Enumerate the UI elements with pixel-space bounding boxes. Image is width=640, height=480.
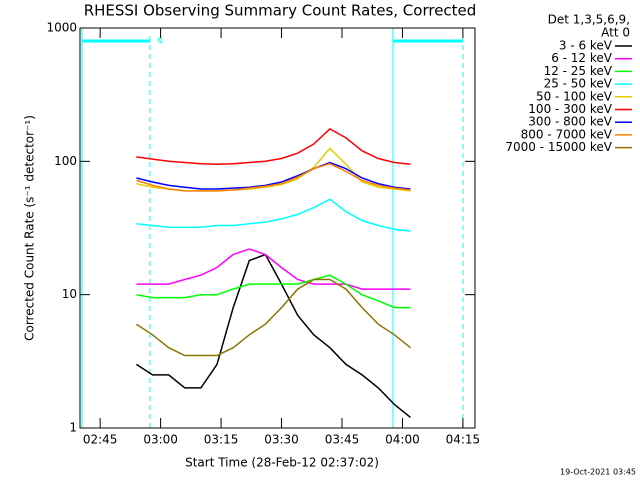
y-axis-label: Corrected Count Rate (s⁻¹ detector⁻¹) <box>23 115 37 341</box>
legend-label: 800 - 7000 keV <box>521 127 613 141</box>
legend-label: 25 - 50 keV <box>544 77 613 91</box>
legend-label: 3 - 6 keV <box>559 39 613 53</box>
series-line <box>136 198 411 232</box>
y-tick-label: 100 <box>54 154 77 168</box>
series-line <box>136 161 411 190</box>
indicators <box>81 28 464 428</box>
annotation: N <box>157 37 163 46</box>
x-tick-label: 03:45 <box>325 433 360 447</box>
x-tick-label: 02:45 <box>83 433 118 447</box>
legend-header: Att 0 <box>601 26 630 40</box>
legend-label: 100 - 300 keV <box>528 102 612 116</box>
series-line <box>136 162 411 192</box>
plot-frame <box>79 27 476 429</box>
legend-label: 6 - 12 keV <box>551 51 613 65</box>
series-line <box>136 127 411 166</box>
x-tick-label: 03:00 <box>143 433 178 447</box>
x-axis-label: Start Time (28-Feb-12 02:37:02) <box>185 456 379 470</box>
x-tick-label: 03:15 <box>204 433 239 447</box>
series-line <box>135 278 411 357</box>
y-tick-label: 1000 <box>46 21 77 35</box>
x-tick-label: 04:15 <box>446 433 481 447</box>
y-tick-label: 10 <box>62 287 77 301</box>
y-tick-label: 1 <box>69 421 77 435</box>
series-line <box>136 274 411 309</box>
series-line <box>136 248 411 290</box>
legend-label: 7000 - 15000 keV <box>505 140 612 154</box>
legend-header: Det 1,3,5,6,9, <box>548 13 630 27</box>
chart-title: RHESSI Observing Summary Count Rates, Co… <box>84 2 477 20</box>
x-tick-label: 03:30 <box>264 433 299 447</box>
legend-label: 12 - 25 keV <box>544 64 613 78</box>
series-line <box>135 253 411 418</box>
footer: 19-Oct-2021 03:45 <box>560 468 636 477</box>
legend-label: 50 - 100 keV <box>536 89 613 103</box>
x-tick-label: 04:00 <box>385 433 420 447</box>
legend-label: 300 - 800 keV <box>528 115 612 129</box>
